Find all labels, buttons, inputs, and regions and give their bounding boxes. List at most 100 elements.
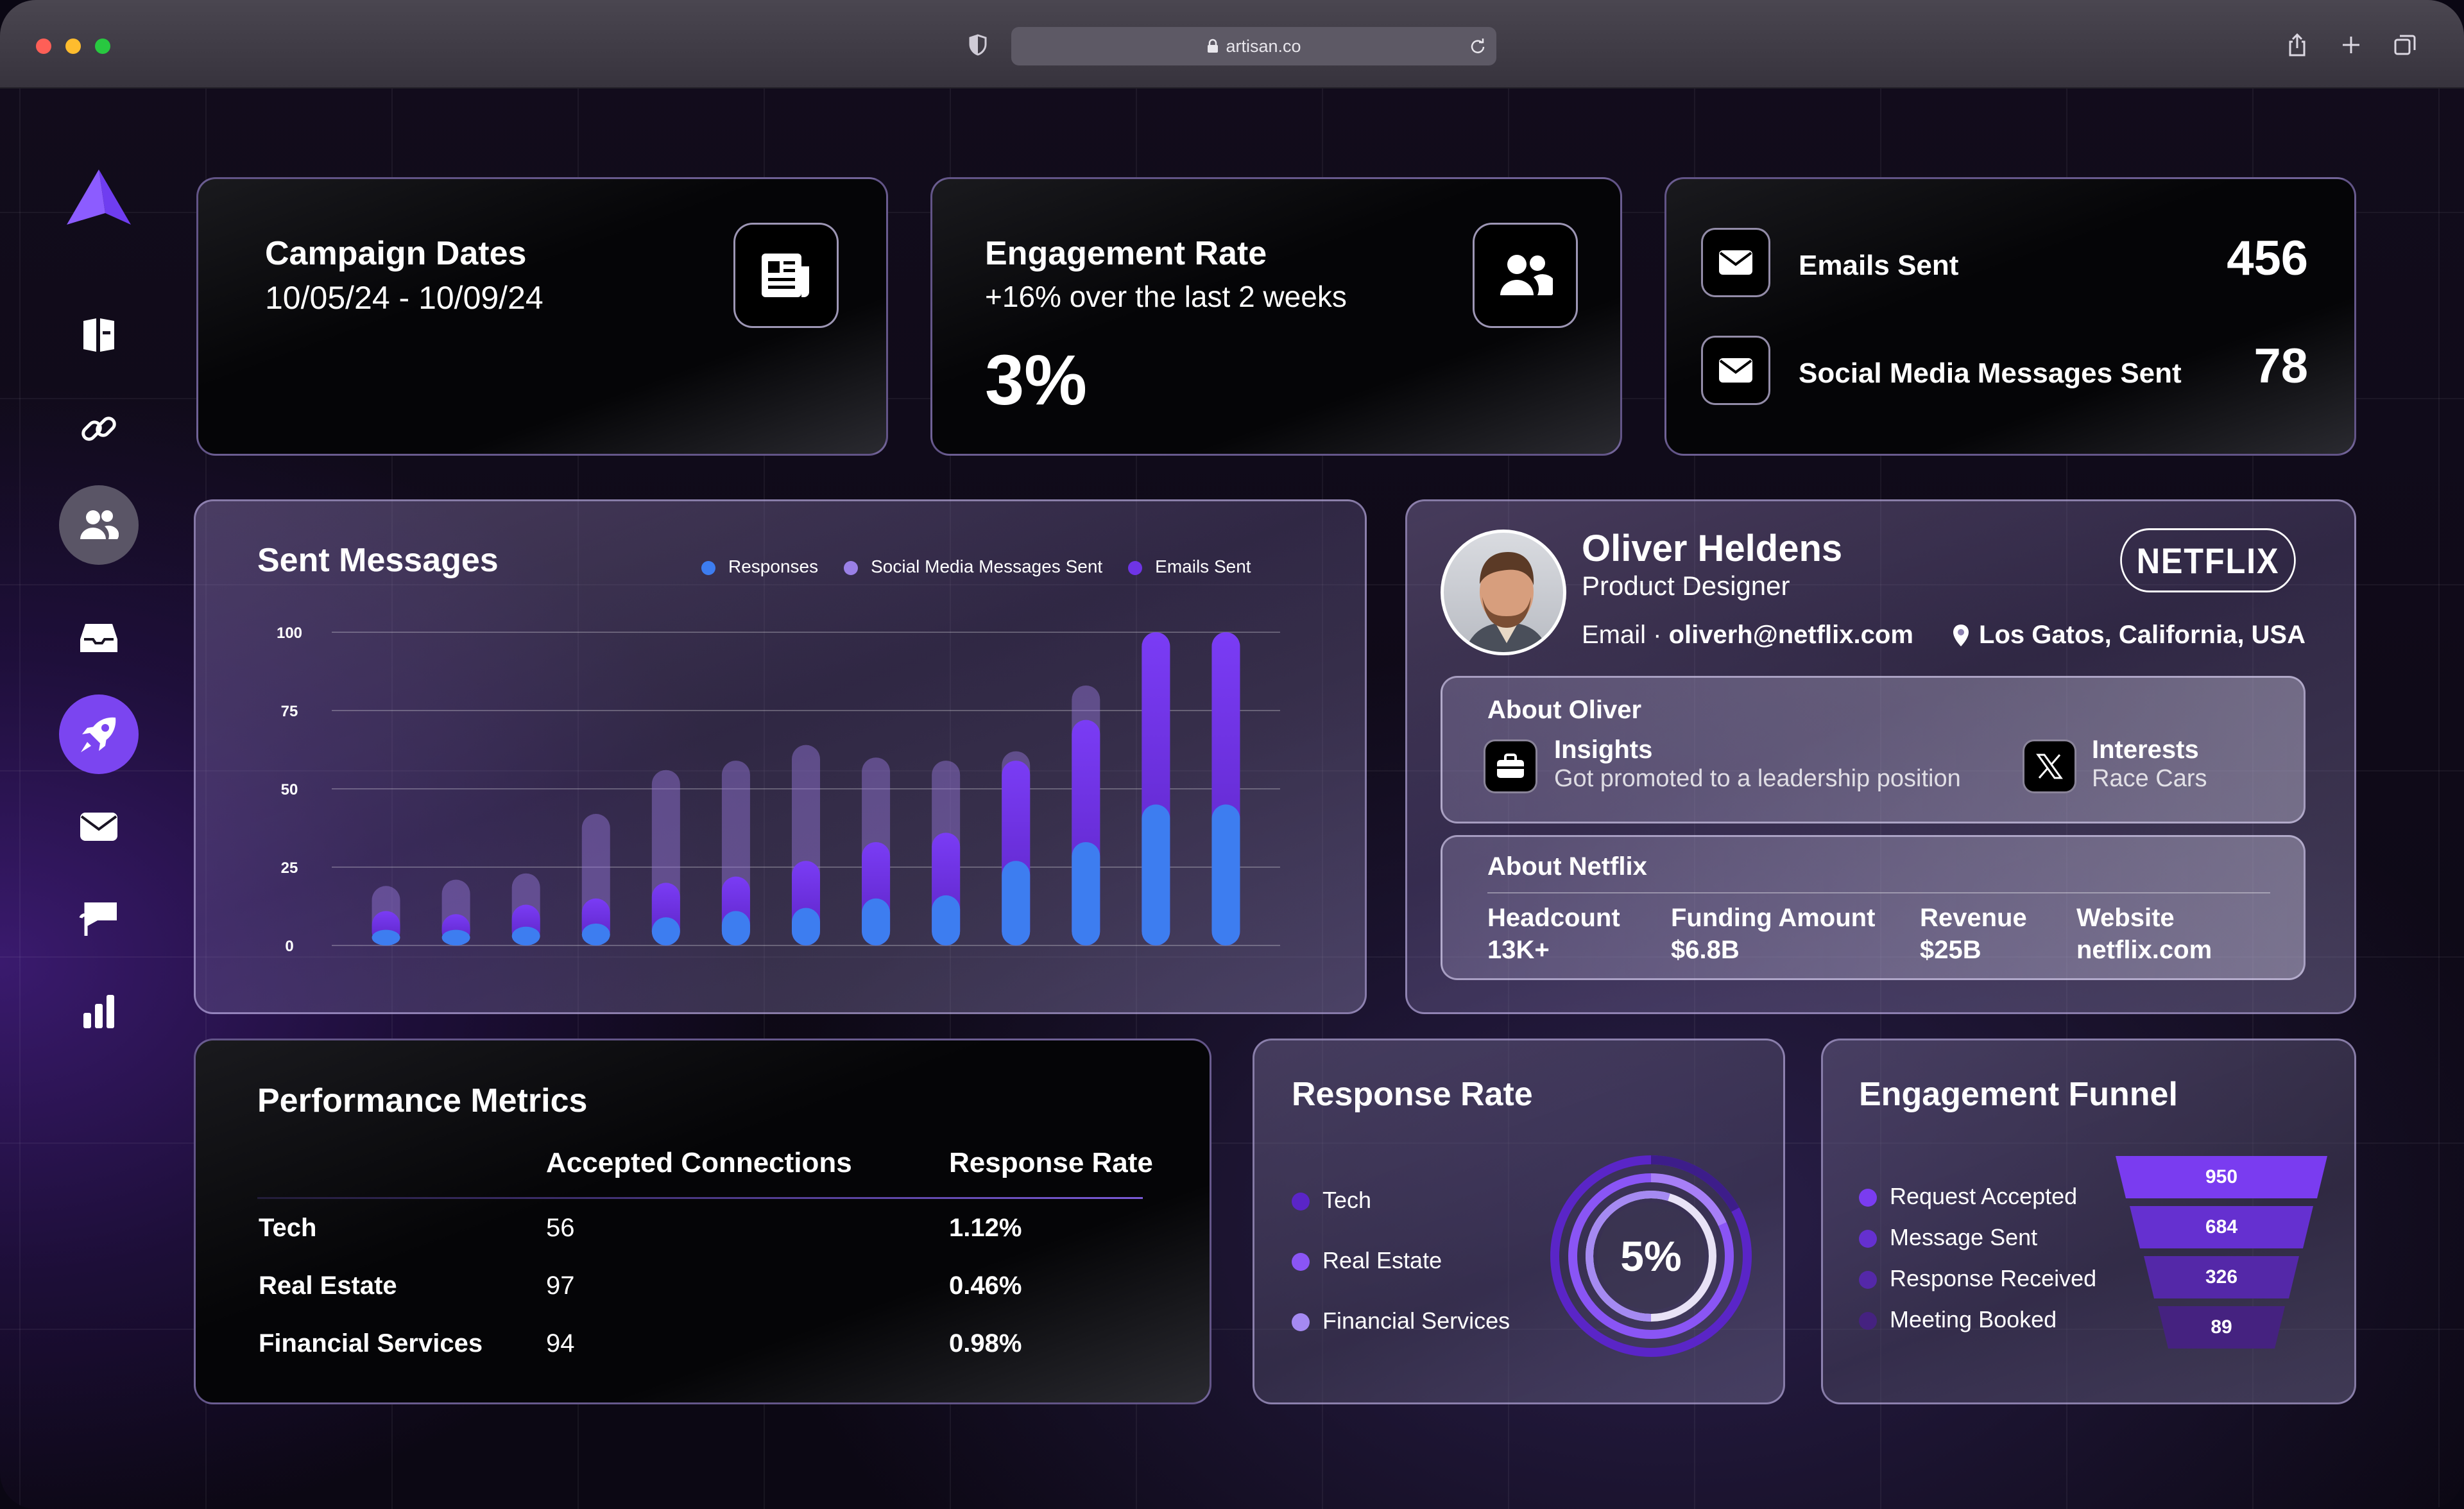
tabs-overview-icon[interactable] (2391, 31, 2419, 59)
sidebar-item-contacts[interactable] (59, 485, 139, 565)
avatar[interactable] (1441, 530, 1566, 655)
sidebar-item-inbox[interactable] (59, 598, 139, 678)
sidebar-item-links[interactable] (59, 389, 139, 469)
chart-title: Sent Messages (257, 542, 499, 579)
x-logo-icon[interactable] (2023, 739, 2076, 793)
fact-headcount-value: 13K+ (1487, 936, 1550, 964)
bar-responses[interactable] (932, 895, 961, 945)
campaign-dates-title: Campaign Dates (265, 235, 527, 272)
funnel-stage-4 (2158, 1306, 2285, 1349)
response-rate-card: Response Rate Tech Real Estate Financial… (1253, 1039, 1785, 1404)
funnel-legend-request-accepted: Request Accepted (1859, 1183, 2077, 1210)
bar-responses[interactable] (581, 923, 610, 945)
profile-email: Email · oliverh@netflix.com (1582, 621, 1913, 649)
bar-responses[interactable] (792, 908, 820, 945)
social-sent-value: 78 (2254, 339, 2308, 393)
about-company-title: About Netflix (1487, 852, 1647, 881)
performance-title: Performance Metrics (257, 1082, 588, 1119)
sidebar-item-campaigns[interactable] (59, 694, 139, 774)
newspaper-icon (762, 254, 809, 297)
engagement-rate-icon-button[interactable] (1473, 223, 1578, 328)
funnel-value-4: 89 (2211, 1316, 2232, 1338)
fact-revenue-value: $25B (1920, 936, 1981, 964)
fact-website-label: Website (2076, 904, 2175, 932)
bar-responses[interactable] (1002, 861, 1031, 945)
address-bar[interactable]: artisan.co (1011, 27, 1496, 65)
bar-responses[interactable] (1211, 804, 1240, 945)
mail-icon (80, 813, 117, 841)
bar-responses[interactable] (372, 929, 400, 945)
funnel-legend-message-sent: Message Sent (1859, 1224, 2037, 1251)
artisan-logo-icon[interactable] (65, 168, 132, 230)
funnel-stage-2 (2130, 1206, 2313, 1248)
share-icon[interactable] (2283, 31, 2311, 59)
y-tick-label: 75 (281, 703, 298, 720)
campaign-dates-value: 10/05/24 - 10/09/24 (265, 280, 543, 316)
col-response-rate: Response Rate (949, 1147, 1153, 1178)
about-person-title: About Oliver (1487, 696, 1642, 724)
response-item-tech: Tech (1292, 1187, 1371, 1214)
engagement-funnel-card: Engagement Funnel Request Accepted Messa… (1821, 1039, 2356, 1404)
divider (1487, 892, 2270, 893)
bar-responses[interactable] (441, 929, 470, 945)
sidebar-item-announcements[interactable] (59, 878, 139, 958)
social-sent-icon-box (1701, 336, 1770, 405)
funnel-stage-3 (2144, 1256, 2299, 1298)
sidebar-item-messages[interactable] (59, 787, 139, 867)
browser-titlebar: artisan.co (0, 0, 2464, 89)
y-tick-label: 100 (277, 625, 302, 642)
performance-metrics-card: Performance Metrics Accepted Connections… (194, 1039, 1211, 1404)
interests-label: Interests (2092, 736, 2199, 764)
megaphone-icon (79, 902, 117, 936)
fact-revenue-label: Revenue (1920, 904, 2027, 932)
chart-baseline (332, 945, 1280, 961)
sent-messages-chart: 0 25 50 75 100 (277, 625, 1280, 961)
briefcase-icon (1484, 739, 1537, 793)
link-icon (81, 417, 116, 441)
insights-value: Got promoted to a leadership position (1554, 765, 1961, 792)
bar-responses[interactable] (1072, 841, 1100, 945)
bar-responses[interactable] (511, 926, 540, 945)
funnel-legend-response-received: Response Received (1859, 1265, 2096, 1292)
profile-card: Oliver Heldens Product Designer Email · … (1405, 499, 2356, 1014)
campaign-dates-icon-button[interactable] (733, 223, 839, 328)
engagement-rate-subtitle: +16% over the last 2 weeks (985, 280, 1347, 313)
social-sent-label: Social Media Messages Sent (1799, 358, 2182, 389)
maximize-window-button[interactable] (95, 39, 110, 54)
sidebar-item-analytics[interactable] (59, 972, 139, 1051)
interests-value: Race Cars (2092, 765, 2207, 792)
close-window-button[interactable] (36, 39, 51, 54)
shield-icon[interactable] (964, 31, 992, 59)
chart-legend: Responses Social Media Messages Sent Ema… (701, 556, 1251, 577)
funnel-value-1: 950 (2205, 1166, 2238, 1187)
bar-responses[interactable] (862, 898, 891, 945)
emails-sent-icon-box (1701, 228, 1770, 297)
response-rate-value: 5% (1620, 1232, 1682, 1280)
minimize-window-button[interactable] (65, 39, 81, 54)
funnel-legend-meeting-booked: Meeting Booked (1859, 1306, 2057, 1333)
fact-website-link[interactable]: netflix.com (2076, 936, 2212, 964)
fact-funding-label: Funding Amount (1671, 904, 1876, 932)
col-accepted-connections: Accepted Connections (546, 1147, 852, 1178)
fact-funding-value: $6.8B (1671, 936, 1740, 964)
emails-sent-value: 456 (2227, 231, 2308, 286)
sidebar-item-book[interactable] (59, 295, 139, 375)
funnel-stage-1 (2116, 1156, 2327, 1198)
funnel-value-2: 684 (2205, 1216, 2238, 1237)
profile-email-link[interactable]: oliverh@netflix.com (1668, 621, 1913, 649)
bar-responses[interactable] (1142, 804, 1170, 945)
y-tick-label: 0 (285, 938, 293, 955)
inbox-icon (80, 624, 117, 652)
company-logo[interactable]: NETFLIX (2120, 528, 2296, 592)
funnel-value-3: 326 (2205, 1266, 2238, 1288)
engagement-rate-value: 3% (985, 341, 1087, 420)
reload-icon[interactable] (1469, 38, 1486, 55)
location-pin-icon (1953, 624, 1969, 646)
mail-icon (1719, 250, 1752, 275)
bar-responses[interactable] (651, 917, 680, 945)
engagement-rate-title: Engagement Rate (985, 235, 1267, 272)
bar-responses[interactable] (721, 911, 750, 945)
new-tab-icon[interactable] (2337, 31, 2365, 59)
fact-headcount-label: Headcount (1487, 904, 1620, 932)
